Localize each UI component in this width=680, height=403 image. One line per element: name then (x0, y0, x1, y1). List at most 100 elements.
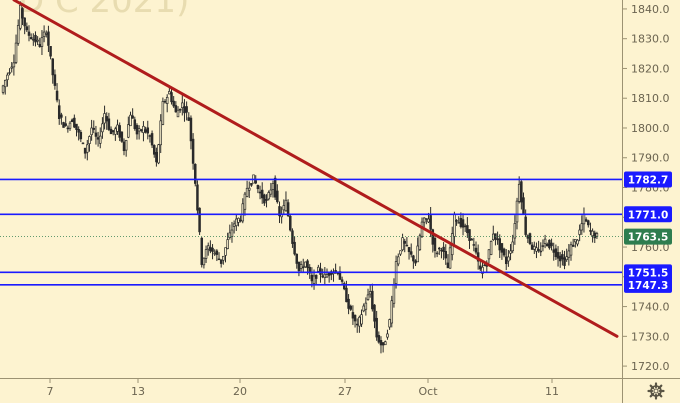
trendline-layer (12, 0, 619, 338)
candle (440, 247, 443, 259)
candle (99, 127, 102, 149)
candle (409, 243, 413, 258)
candle (558, 251, 562, 268)
candle (295, 253, 299, 269)
x-tick-label: 27 (338, 385, 352, 398)
candle (317, 264, 320, 272)
x-tick-label: 20 (233, 385, 247, 398)
candle (325, 268, 329, 278)
candle (289, 214, 292, 232)
candle (321, 268, 324, 279)
candle (412, 254, 415, 269)
candle (438, 246, 441, 255)
candle (191, 133, 195, 170)
candle (422, 217, 426, 228)
candle (79, 129, 83, 143)
candle (120, 131, 124, 143)
candle (142, 121, 145, 142)
time-axis-bg (0, 378, 680, 403)
candle (213, 249, 216, 256)
candle (36, 36, 39, 46)
candle (131, 108, 134, 119)
candle (248, 181, 251, 198)
candle (116, 119, 119, 135)
candle (358, 315, 361, 333)
candle (101, 117, 104, 139)
candle (196, 180, 199, 215)
candle (284, 191, 288, 212)
candle (8, 68, 11, 76)
candles (1, 1, 599, 354)
level-label-3: 1747.3 (624, 276, 672, 293)
candle (19, 1, 22, 31)
candle (489, 240, 493, 256)
candle (75, 123, 78, 137)
candle (474, 241, 478, 255)
x-tick-label: Oct (418, 385, 438, 398)
candle (222, 255, 225, 265)
candle (571, 238, 575, 247)
candle (172, 96, 175, 108)
candle (150, 130, 154, 149)
trendline[interactable] (12, 0, 619, 338)
candle (140, 128, 143, 133)
candle (202, 257, 206, 269)
candle (258, 185, 262, 200)
candle (504, 249, 508, 271)
candle (34, 31, 37, 47)
candle (373, 304, 376, 329)
candle (368, 284, 372, 298)
candle (49, 46, 52, 60)
candle (457, 216, 460, 224)
candle (314, 274, 318, 285)
candle (418, 233, 422, 251)
watermark-text: D C 2021) (18, 0, 189, 21)
candle (16, 19, 20, 46)
candle (282, 199, 286, 216)
candle (94, 125, 98, 145)
candle (502, 247, 506, 258)
candle (81, 142, 85, 145)
candle (587, 219, 590, 228)
candle (470, 238, 473, 241)
candle (38, 37, 42, 48)
candle (487, 249, 491, 264)
candle (271, 180, 275, 198)
candle (397, 253, 400, 267)
candle (165, 94, 169, 113)
candle (25, 22, 29, 32)
candle (243, 191, 247, 216)
candle (228, 224, 232, 240)
candle (364, 297, 368, 316)
candle (299, 260, 303, 273)
candle (435, 250, 439, 258)
candle (260, 182, 264, 204)
candle (379, 336, 383, 354)
x-tick-label: 7 (47, 385, 54, 398)
candle (161, 97, 165, 126)
gear-icon[interactable] (647, 382, 665, 400)
candle (535, 242, 538, 259)
candle (256, 184, 260, 194)
candle (263, 193, 266, 206)
candle (137, 125, 141, 140)
candle (343, 281, 346, 291)
price-axis-bg (622, 0, 680, 403)
candle (353, 314, 357, 328)
candle (595, 231, 599, 239)
candle (291, 228, 294, 248)
candle (170, 88, 173, 105)
candle (45, 30, 48, 38)
candle (574, 238, 577, 248)
candle (1, 84, 5, 95)
candle (537, 240, 540, 253)
y-tick-label: 1820.0 (631, 62, 670, 75)
candle (88, 135, 91, 152)
candle (29, 33, 33, 40)
candle (509, 244, 512, 261)
candle (21, 7, 24, 26)
candle (466, 217, 469, 238)
candle (194, 163, 197, 187)
candle (267, 190, 270, 201)
